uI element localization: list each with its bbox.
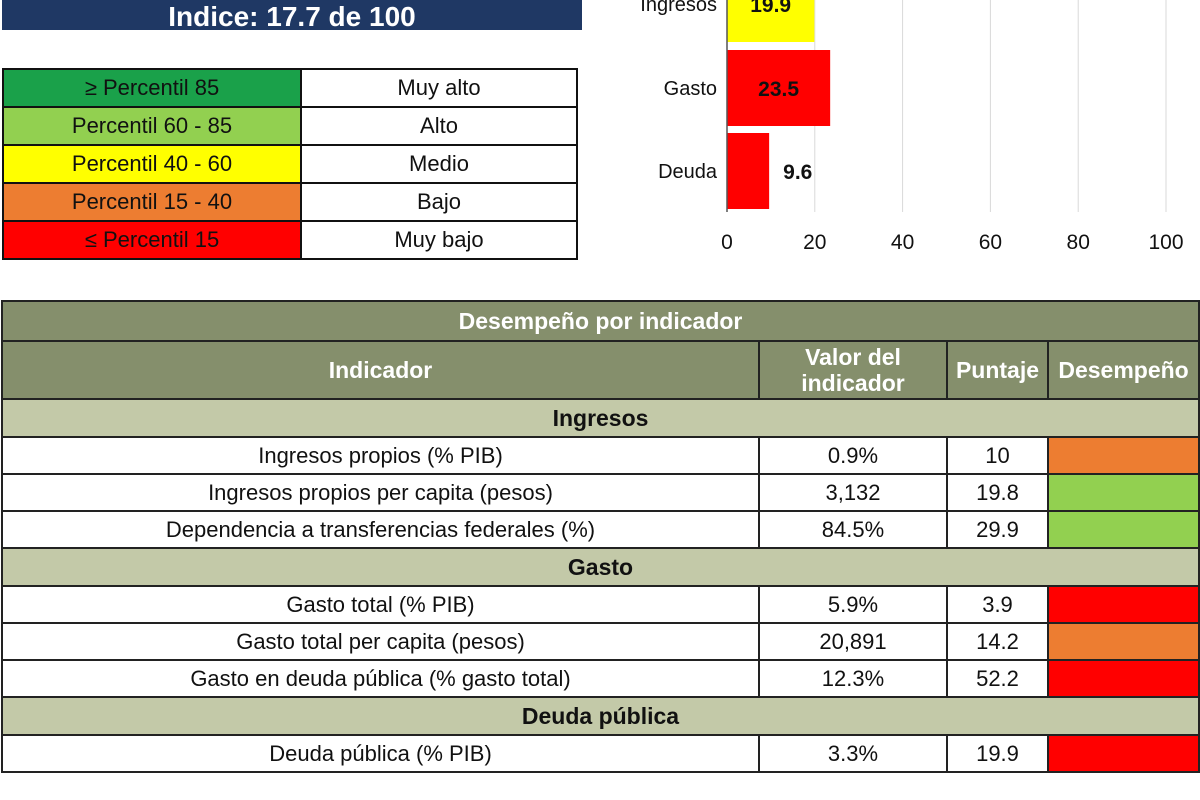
table-row: Gasto total per capita (pesos) 20,891 14.2 xyxy=(1,622,1200,661)
score-cell: 52.2 xyxy=(946,659,1049,698)
performance-swatch xyxy=(1046,622,1200,661)
indicator-cell: Gasto total per capita (pesos) xyxy=(1,622,760,661)
performance-swatch xyxy=(1046,473,1200,512)
value-cell: 84.5% xyxy=(758,510,948,549)
indicator-cell: Ingresos propios (% PIB) xyxy=(1,436,760,475)
header-value: Valor del indicador xyxy=(758,340,948,400)
index-text: Indice: 17.7 de 100 xyxy=(168,1,416,31)
table-row: Deuda pública (% PIB) 3.3% 19.9 xyxy=(1,734,1200,773)
legend-label: Alto xyxy=(300,106,578,146)
score-cell: 14.2 xyxy=(946,622,1049,661)
legend-range: Percentil 15 - 40 xyxy=(2,182,302,222)
indicator-cell: Dependencia a transferencias federales (… xyxy=(1,510,760,549)
score-cell: 19.8 xyxy=(946,473,1049,512)
legend-range: Percentil 60 - 85 xyxy=(2,106,302,146)
header-score: Puntaje xyxy=(946,340,1049,400)
performance-table: Desempeño por indicador Indicador Valor … xyxy=(0,300,1200,773)
legend-row: Percentil 40 - 60 Medio xyxy=(2,144,578,184)
table-row: Dependencia a transferencias federales (… xyxy=(1,510,1200,549)
performance-swatch xyxy=(1046,585,1200,624)
legend-range: ≤ Percentil 15 xyxy=(2,220,302,260)
legend-table: ≥ Percentil 85 Muy alto Percentil 60 - 85 A… xyxy=(2,68,578,260)
category-label: Gasto xyxy=(664,78,717,100)
performance-swatch xyxy=(1046,436,1200,475)
indicator-cell: Ingresos propios per capita (pesos) xyxy=(1,473,760,512)
legend-row: Percentil 15 - 40 Bajo xyxy=(2,182,578,222)
value-label: 19.9 xyxy=(750,0,791,17)
performance-swatch xyxy=(1046,734,1200,773)
section-row: Deuda pública xyxy=(0,696,1200,736)
chart-svg: Ingresos Gasto Deuda 19.9 23.5 9.6 0 20 40 60 80 10… xyxy=(640,0,1184,254)
tick-label: 100 xyxy=(1148,231,1183,254)
header-indicator: Indicador xyxy=(1,340,760,400)
value-cell: 12.3% xyxy=(758,659,948,698)
legend-row: ≤ Percentil 15 Muy bajo xyxy=(2,220,578,260)
tick-label: 60 xyxy=(979,231,1002,254)
index-banner: Indice: 17.7 de 100 xyxy=(2,0,582,30)
indicator-cell: Gasto en deuda pública (% gasto total) xyxy=(1,659,760,698)
score-cell: 29.9 xyxy=(946,510,1049,549)
section-row: Gasto xyxy=(0,547,1200,587)
legend-range: Percentil 40 - 60 xyxy=(2,144,302,184)
value-cell: 0.9% xyxy=(758,436,948,475)
value-cell: 20,891 xyxy=(758,622,948,661)
bar xyxy=(727,50,831,126)
tick-label: 80 xyxy=(1067,231,1090,254)
score-cell: 19.9 xyxy=(946,734,1049,773)
legend-row: ≥ Percentil 85 Muy alto xyxy=(2,68,578,108)
legend-label: Muy alto xyxy=(300,68,578,108)
value-label: 9.6 xyxy=(783,161,812,184)
tick-label: 20 xyxy=(803,231,826,254)
performance-swatch xyxy=(1046,659,1200,698)
performance-swatch xyxy=(1046,510,1200,549)
legend-label: Muy bajo xyxy=(300,220,578,260)
value-label: 23.5 xyxy=(758,78,799,101)
category-label: Ingresos xyxy=(640,0,717,16)
score-cell: 3.9 xyxy=(946,585,1049,624)
score-cell: 10 xyxy=(946,436,1049,475)
section-row: Ingresos xyxy=(0,398,1200,438)
indicator-cell: Deuda pública (% PIB) xyxy=(1,734,760,773)
score-bar-chart: Ingresos Gasto Deuda 19.9 23.5 9.6 0 20 40 60 80 10… xyxy=(600,0,1200,270)
indicator-cell: Gasto total (% PIB) xyxy=(1,585,760,624)
table-row: Ingresos propios (% PIB) 0.9% 10 xyxy=(1,436,1200,475)
tick-label: 0 xyxy=(721,231,733,254)
category-label: Deuda xyxy=(658,161,718,183)
table-row: Gasto total (% PIB) 5.9% 3.9 xyxy=(1,585,1200,624)
header-performance: Desempeño xyxy=(1046,340,1200,400)
table-row: Gasto en deuda pública (% gasto total) 12… xyxy=(1,659,1200,698)
value-cell: 5.9% xyxy=(758,585,948,624)
tick-label: 40 xyxy=(891,231,914,254)
section-title: Ingresos xyxy=(0,398,1200,438)
bar xyxy=(727,0,815,42)
legend-label: Bajo xyxy=(300,182,578,222)
legend-row: Percentil 60 - 85 Alto xyxy=(2,106,578,146)
table-row: Ingresos propios per capita (pesos) 3,132… xyxy=(1,473,1200,512)
section-title: Deuda pública xyxy=(0,696,1200,736)
value-cell: 3.3% xyxy=(758,734,948,773)
legend-range: ≥ Percentil 85 xyxy=(2,68,302,108)
legend-label: Medio xyxy=(300,144,578,184)
bar xyxy=(727,133,770,209)
table-title: Desempeño por indicador xyxy=(0,300,1200,342)
value-cell: 3,132 xyxy=(758,473,948,512)
section-title: Gasto xyxy=(0,547,1200,587)
